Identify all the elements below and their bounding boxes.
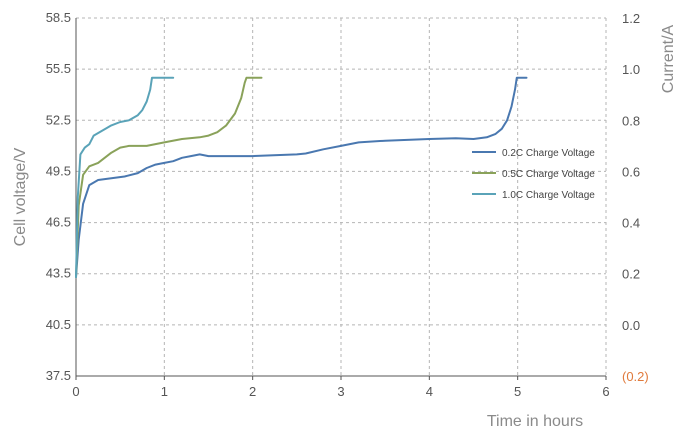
x-tick-label: 5 [514, 384, 521, 399]
y2-tick-label: 0.2 [622, 267, 640, 282]
x-tick-label: 1 [161, 384, 168, 399]
legend-label: 0.2C Charge Voltage [502, 148, 595, 159]
y-tick-label: 52.5 [46, 112, 71, 127]
x-tick-label: 4 [426, 384, 433, 399]
legend-label: 1.0C Charge Voltage [502, 190, 595, 201]
x-axis-title: Time in hours [487, 413, 583, 429]
y-axis-title: Cell voltage/V [12, 147, 29, 246]
y-tick-label: 40.5 [46, 317, 71, 332]
legend: 0.2C Charge Voltage 0.5C Charge Voltage 1.… [472, 148, 595, 201]
series-line-1 [75, 76, 528, 279]
y-tick-label: 55.5 [46, 61, 71, 76]
y-tick-label: 43.5 [46, 266, 71, 281]
y2-tick-label: (0.2) [622, 369, 649, 384]
grid-layer [76, 17, 607, 376]
series-line-2 [75, 76, 263, 279]
y-tick-label: 49.5 [46, 163, 71, 178]
y-tick-label: 58.5 [46, 10, 71, 25]
x-tick-label: 6 [602, 384, 609, 399]
y2-tick-label: 0.6 [622, 164, 640, 179]
x-tick-label: 2 [249, 384, 256, 399]
x-tick-label: 0 [72, 384, 79, 399]
x-tick-label: 3 [337, 384, 344, 399]
y2-tick-label: 0.0 [622, 318, 640, 333]
y2-axis-title: Current/A [660, 24, 677, 93]
y2-tick-label: 0.4 [622, 216, 640, 231]
series-line-3 [75, 76, 175, 279]
y2-tick-label: 1.0 [622, 62, 640, 77]
y2-tick-label: 1.2 [622, 11, 640, 26]
tick-layer: 37.5 40.5 43.5 46.5 49.5 52.5 55.5 58.5 (0.2) 0.0… [46, 10, 649, 399]
series-layer [75, 76, 528, 279]
legend-label: 0.5C Charge Voltage [502, 169, 595, 180]
y2-tick-label: 0.8 [622, 113, 640, 128]
y-tick-label: 46.5 [46, 215, 71, 230]
y-tick-label: 37.5 [46, 368, 71, 383]
